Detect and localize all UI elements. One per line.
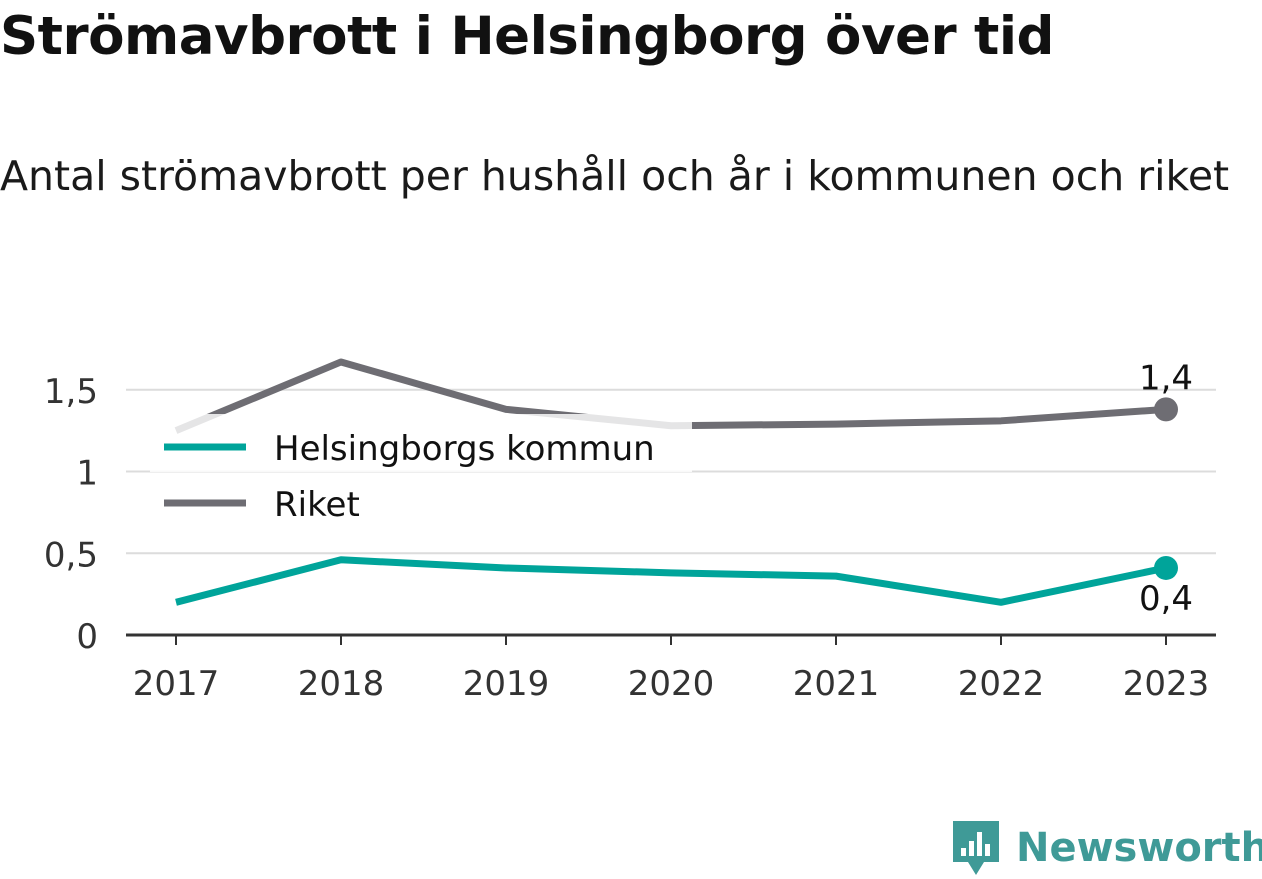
- chart-title: Strömavbrott i Helsingborg över tid: [0, 6, 1055, 67]
- legend-label: Helsingborgs kommun: [274, 429, 655, 469]
- series-end-label: 1,4: [1139, 358, 1193, 398]
- legend: Helsingborgs kommun Riket: [150, 414, 692, 525]
- series-line: [175, 556, 1167, 606]
- x-tick-label: 2020: [628, 664, 715, 704]
- x-tick-label: 2023: [1123, 664, 1210, 704]
- x-axis-labels: 2017 2018 2019 2020 2021 2022 2023: [133, 635, 1210, 704]
- x-tick-label: 2018: [298, 664, 385, 704]
- chart-subtitle: Antal strömavbrott per hushåll och år i …: [0, 152, 1230, 200]
- x-tick-label: 2019: [463, 664, 550, 704]
- series-end-point: [1154, 397, 1178, 422]
- y-tick-label: 0: [76, 617, 98, 657]
- x-tick-label: 2017: [133, 664, 220, 704]
- brand-name: Newsworthy: [1016, 825, 1262, 871]
- y-tick-label: 1: [76, 454, 98, 494]
- legend-background: [150, 414, 692, 472]
- x-tick-label: 2021: [793, 664, 880, 704]
- y-axis-labels: 0 0,5 1 1,5: [44, 372, 98, 657]
- bar-chart-badge-icon: [953, 821, 999, 875]
- series-end-label: 0,4: [1139, 579, 1193, 619]
- series-lines: [174, 358, 1178, 606]
- y-tick-label: 1,5: [44, 372, 98, 412]
- series-end-point: [1154, 555, 1178, 580]
- y-tick-label: 0,5: [44, 535, 98, 575]
- x-tick-label: 2022: [958, 664, 1045, 704]
- legend-label: Riket: [274, 485, 360, 525]
- newsworthy-logo: Newsworthy: [950, 818, 1262, 878]
- end-labels: 0,4 1,4: [1139, 358, 1193, 619]
